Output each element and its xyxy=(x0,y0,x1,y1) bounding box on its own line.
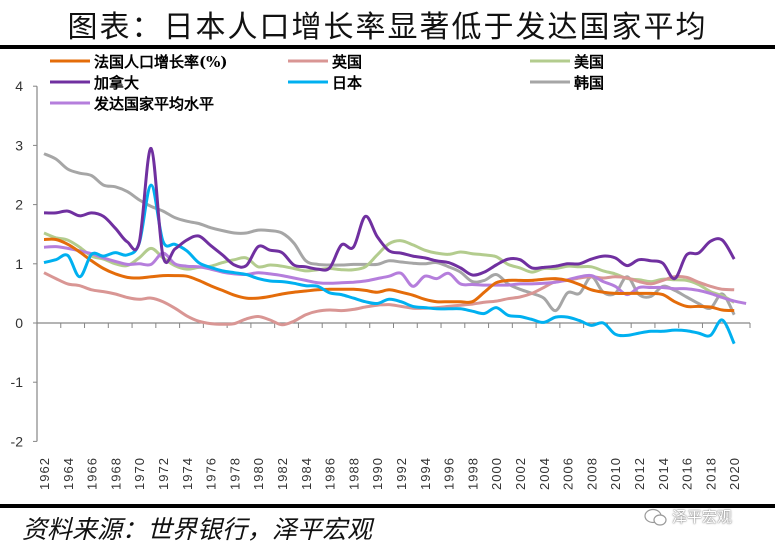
x-tick-label: 1976 xyxy=(204,457,219,490)
x-tick-label: 1962 xyxy=(37,457,52,490)
x-tick-label: 1970 xyxy=(132,457,147,490)
x-tick-label: 1968 xyxy=(108,457,123,490)
x-tick-label: 2018 xyxy=(703,457,718,490)
x-tick-label: 1996 xyxy=(442,457,457,490)
legend-label: 加拿大 xyxy=(93,74,139,92)
x-tick-label: 1984 xyxy=(299,457,314,490)
x-tick-label: 1990 xyxy=(370,457,385,490)
x-tick-label: 1966 xyxy=(85,457,100,490)
x-tick-label: 1978 xyxy=(227,457,242,490)
x-tick-label: 1974 xyxy=(180,457,195,490)
x-tick-label: 1980 xyxy=(251,457,266,490)
x-tick-label: 2008 xyxy=(584,457,599,490)
x-tick-label: 1964 xyxy=(61,457,76,490)
legend-label: 发达国家平均水平 xyxy=(93,95,214,113)
x-tick-label: 2016 xyxy=(680,457,695,490)
y-tick-label: 4 xyxy=(15,78,23,94)
x-tick-label: 1994 xyxy=(418,457,433,490)
x-tick-label: 1972 xyxy=(156,457,171,490)
x-tick-label: 2014 xyxy=(656,457,671,490)
y-tick-label: 2 xyxy=(15,197,23,213)
legend-label: 日本 xyxy=(332,74,362,92)
legend-label: 法国人口增长率(%) xyxy=(94,53,227,71)
footer-divider xyxy=(0,504,775,508)
source-note: 资料来源：世界银行，泽平宏观 xyxy=(22,515,373,544)
y-tick-label: 1 xyxy=(15,256,23,272)
y-tick-label: 3 xyxy=(15,137,23,153)
x-tick-label: 2000 xyxy=(489,457,504,490)
x-tick-label: 1992 xyxy=(394,457,409,490)
x-tick-label: 2010 xyxy=(608,457,623,490)
title-divider xyxy=(0,45,775,49)
series-line-3 xyxy=(43,146,736,281)
y-tick-label: 0 xyxy=(15,315,23,331)
wechat-logo-icon xyxy=(644,508,667,526)
x-tick-label: 2012 xyxy=(632,457,647,490)
x-tick-label: 1998 xyxy=(465,457,480,490)
legend-label: 韩国 xyxy=(574,74,604,92)
y-tick-label: -2 xyxy=(11,433,24,449)
x-tick-label: 1988 xyxy=(346,457,361,490)
x-tick-label: 2006 xyxy=(561,457,576,490)
x-tick-label: 2020 xyxy=(727,457,742,490)
legend-label: 英国 xyxy=(332,53,362,71)
watermark-text: 泽平宏观 xyxy=(672,508,733,526)
x-tick-label: 2004 xyxy=(537,457,552,490)
x-tick-label: 1986 xyxy=(323,457,338,490)
page-title: 图表：日本人口增长率显著低于发达国家平均 xyxy=(67,10,708,45)
legend-label: 美国 xyxy=(574,53,604,71)
watermark: 泽平宏观 xyxy=(644,506,732,527)
y-tick-label: -1 xyxy=(11,374,24,390)
x-tick-label: 2002 xyxy=(513,457,528,490)
x-tick-label: 1982 xyxy=(275,457,290,490)
series-line-1 xyxy=(43,271,735,327)
series-line-0 xyxy=(43,237,735,313)
